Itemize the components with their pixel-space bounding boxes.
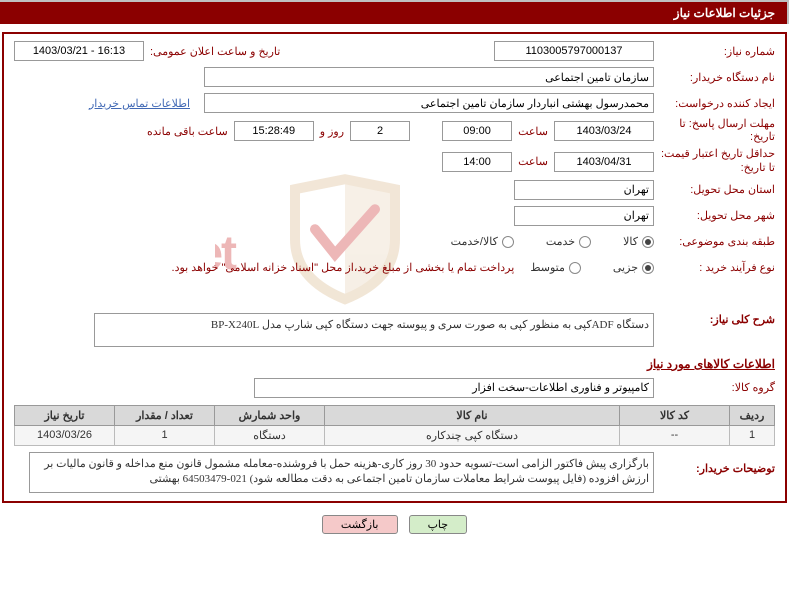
- section-items-title: اطلاعات کالاهای مورد نیاز: [14, 357, 775, 371]
- input-city[interactable]: [514, 206, 654, 226]
- row-province: استان محل تحویل:: [14, 179, 775, 201]
- th-name: نام کالا: [325, 405, 620, 425]
- radio-both-label: کالا/خدمت: [451, 235, 498, 248]
- input-need-no[interactable]: [494, 41, 654, 61]
- row-buyer-org: نام دستگاه خریدار:: [14, 66, 775, 88]
- row-group: گروه کالا:: [14, 377, 775, 399]
- link-buyer-contact[interactable]: اطلاعات تماس خریدار: [89, 97, 190, 110]
- label-buyer-notes: توضیحات خریدار:: [660, 452, 775, 475]
- input-time-remaining[interactable]: [234, 121, 314, 141]
- label-buyer-org: نام دستگاه خریدار:: [660, 71, 775, 84]
- radio-medium[interactable]: متوسط: [530, 261, 581, 274]
- label-need-no: شماره نیاز:: [660, 45, 775, 58]
- header-bar: جزئیات اطلاعات نیاز: [0, 0, 789, 24]
- th-unit: واحد شمارش: [215, 405, 325, 425]
- input-announce[interactable]: [14, 41, 144, 61]
- label-deadline: مهلت ارسال پاسخ: تا تاریخ:: [660, 118, 775, 144]
- row-city: شهر محل تحویل:: [14, 205, 775, 227]
- input-deadline-date[interactable]: [554, 121, 654, 141]
- row-validity: حداقل تاریخ اعتبار قیمت: تا تاریخ: ساعت: [14, 148, 775, 174]
- row-process: نوع فرآیند خرید : جزیی متوسط پرداخت تمام…: [14, 257, 775, 279]
- td-name: دستگاه کپی چندکاره: [325, 425, 620, 445]
- td-row: 1: [730, 425, 775, 445]
- table-header-row: ردیف کد کالا نام کالا واحد شمارش تعداد /…: [15, 405, 775, 425]
- label-requester: ایجاد کننده درخواست:: [660, 97, 775, 110]
- row-buyer-notes: توضیحات خریدار: بارگزاری پیش فاکتور الزا…: [14, 452, 775, 493]
- process-note: پرداخت تمام یا بخشی از مبلغ خرید،از محل …: [172, 261, 515, 274]
- radio-minor-label: جزیی: [613, 261, 638, 274]
- label-days-suffix: روز و: [320, 125, 344, 138]
- label-hour-2: ساعت: [518, 155, 548, 168]
- td-date: 1403/03/26: [15, 425, 115, 445]
- button-bar: چاپ بازگشت: [0, 505, 789, 544]
- radio-service-label: خدمت: [546, 235, 575, 248]
- label-announce: تاریخ و ساعت اعلان عمومی:: [150, 45, 280, 58]
- row-requester: ایجاد کننده درخواست: اطلاعات تماس خریدار: [14, 92, 775, 114]
- row-need-desc: شرح کلی نیاز: دستگاه ADFکپی به منظور کپی…: [14, 313, 775, 347]
- items-table: ردیف کد کالا نام کالا واحد شمارش تعداد /…: [14, 405, 775, 446]
- input-deadline-hour[interactable]: [442, 121, 512, 141]
- td-unit: دستگاه: [215, 425, 325, 445]
- th-qty: تعداد / مقدار: [115, 405, 215, 425]
- label-need-desc: شرح کلی نیاز:: [660, 313, 775, 326]
- row-need-no: شماره نیاز: تاریخ و ساعت اعلان عمومی:: [14, 40, 775, 62]
- label-validity: حداقل تاریخ اعتبار قیمت: تا تاریخ:: [660, 148, 775, 174]
- back-button[interactable]: بازگشت: [322, 515, 398, 534]
- input-days-remaining[interactable]: [350, 121, 410, 141]
- label-category: طبقه بندی موضوعی:: [660, 235, 775, 248]
- header-title: جزئیات اطلاعات نیاز: [674, 6, 775, 20]
- td-qty: 1: [115, 425, 215, 445]
- content-frame: AriaTender.net شماره نیاز: تاریخ و ساعت …: [2, 32, 787, 503]
- textarea-need-desc[interactable]: دستگاه ADFکپی به منظور کپی به صورت سری و…: [94, 313, 654, 347]
- input-buyer-org[interactable]: [204, 67, 654, 87]
- label-group: گروه کالا:: [660, 381, 775, 394]
- input-validity-date[interactable]: [554, 152, 654, 172]
- label-city: شهر محل تحویل:: [660, 209, 775, 222]
- label-hour-1: ساعت: [518, 125, 548, 138]
- label-process: نوع فرآیند خرید :: [660, 261, 775, 274]
- page-container: جزئیات اطلاعات نیاز AriaTender.net شماره…: [0, 0, 789, 544]
- th-row: ردیف: [730, 405, 775, 425]
- radio-goods[interactable]: کالا: [623, 235, 654, 248]
- row-deadline: مهلت ارسال پاسخ: تا تاریخ: ساعت روز و سا…: [14, 118, 775, 144]
- radio-minor[interactable]: جزیی: [613, 261, 654, 274]
- row-category: طبقه بندی موضوعی: کالا خدمت کالا/خدمت: [14, 231, 775, 253]
- textarea-buyer-notes[interactable]: بارگزاری پیش فاکتور الزامی است-تسویه حدو…: [29, 452, 654, 493]
- input-requester[interactable]: [204, 93, 654, 113]
- form-content: شماره نیاز: تاریخ و ساعت اعلان عمومی: نا…: [14, 40, 775, 493]
- th-code: کد کالا: [620, 405, 730, 425]
- td-code: --: [620, 425, 730, 445]
- radio-service[interactable]: خدمت: [546, 235, 591, 248]
- print-button[interactable]: چاپ: [409, 515, 468, 534]
- radio-both[interactable]: کالا/خدمت: [451, 235, 514, 248]
- label-province: استان محل تحویل:: [660, 183, 775, 196]
- label-time-suffix: ساعت باقی مانده: [147, 125, 228, 138]
- input-validity-hour[interactable]: [442, 152, 512, 172]
- table-row: 1 -- دستگاه کپی چندکاره دستگاه 1 1403/03…: [15, 425, 775, 445]
- input-group[interactable]: [254, 378, 654, 398]
- radio-goods-label: کالا: [623, 235, 638, 248]
- th-date: تاریخ نیاز: [15, 405, 115, 425]
- radio-medium-label: متوسط: [530, 261, 565, 274]
- input-province[interactable]: [514, 180, 654, 200]
